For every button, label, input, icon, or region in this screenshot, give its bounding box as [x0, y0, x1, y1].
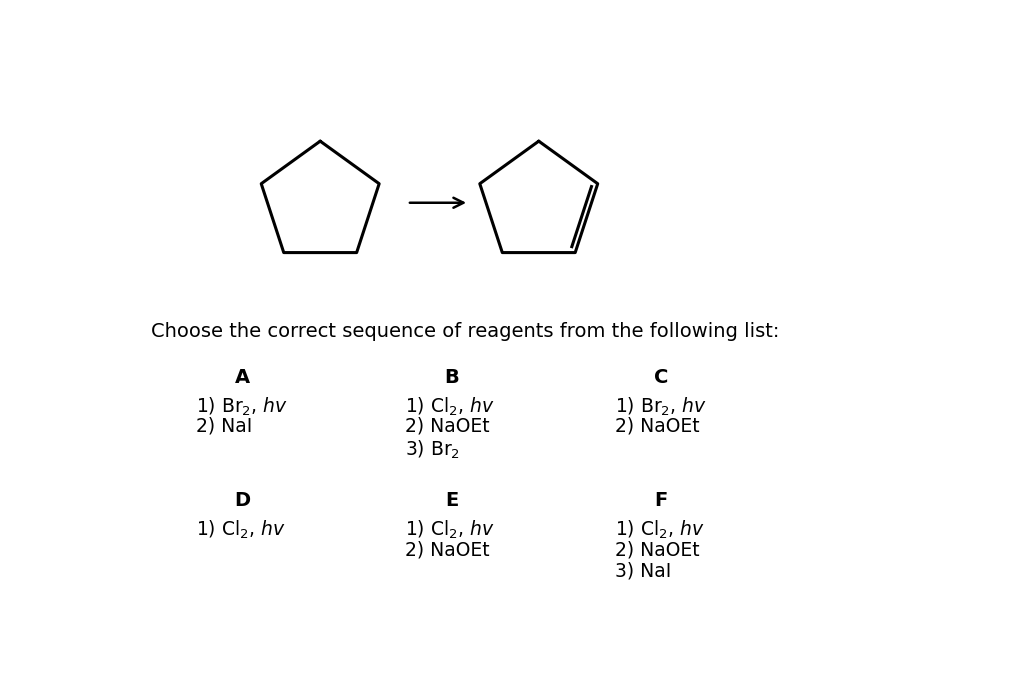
Text: B: B — [444, 368, 460, 387]
Text: 2) NaOEt: 2) NaOEt — [406, 540, 490, 559]
Text: 3) Br$_{2}$: 3) Br$_{2}$ — [406, 439, 461, 461]
Text: 1) Cl$_{2}$, $\mathit{hv}$: 1) Cl$_{2}$, $\mathit{hv}$ — [197, 518, 286, 541]
Text: 2) NaOEt: 2) NaOEt — [614, 540, 699, 559]
Text: 2) NaOEt: 2) NaOEt — [406, 417, 490, 436]
Text: E: E — [445, 491, 459, 511]
Text: 1) Cl$_{2}$, $\mathit{hv}$: 1) Cl$_{2}$, $\mathit{hv}$ — [614, 518, 705, 541]
Text: 2) NaI: 2) NaI — [197, 417, 253, 436]
Text: 1) Br$_{2}$, $\mathit{hv}$: 1) Br$_{2}$, $\mathit{hv}$ — [614, 395, 707, 418]
Text: Choose the correct sequence of reagents from the following list:: Choose the correct sequence of reagents … — [152, 322, 779, 341]
Text: A: A — [236, 368, 250, 387]
Text: 1) Cl$_{2}$, $\mathit{hv}$: 1) Cl$_{2}$, $\mathit{hv}$ — [406, 395, 496, 418]
Text: 1) Cl$_{2}$, $\mathit{hv}$: 1) Cl$_{2}$, $\mathit{hv}$ — [406, 518, 496, 541]
Text: 1) Br$_{2}$, $\mathit{hv}$: 1) Br$_{2}$, $\mathit{hv}$ — [197, 395, 288, 418]
Text: C: C — [654, 368, 669, 387]
Text: D: D — [234, 491, 251, 511]
Text: 2) NaOEt: 2) NaOEt — [614, 417, 699, 436]
Text: 3) NaI: 3) NaI — [614, 562, 671, 580]
Text: F: F — [654, 491, 668, 511]
